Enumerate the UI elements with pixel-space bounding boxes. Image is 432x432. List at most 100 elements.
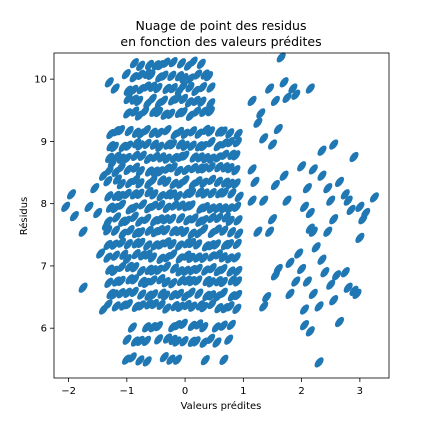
data-point [167,213,177,225]
data-point [116,178,126,190]
data-point [349,151,359,163]
data-point [349,285,359,296]
data-point [180,128,190,139]
data-point [169,263,180,274]
data-point [299,304,310,315]
chart-title-line-2: en fonction des valeurs prédites [120,34,321,49]
data-point [107,158,117,169]
data-point [129,57,139,69]
data-point [221,212,231,223]
data-point [187,275,197,287]
data-point [137,289,147,300]
data-point [143,153,154,164]
data-point [187,228,197,239]
data-point [156,299,166,310]
data-point [218,320,228,331]
data-point [214,302,224,314]
data-point [314,357,324,368]
data-point [122,334,132,345]
data-point [169,200,180,211]
data-point [226,319,236,331]
data-point [196,58,206,69]
data-point [162,303,172,314]
data-point [180,175,190,186]
data-point [199,177,209,188]
data-point [329,214,339,225]
y-axis-label: Résidus [18,197,30,236]
data-point [305,83,315,94]
data-point [193,275,203,286]
data-point [90,182,100,194]
data-point [123,298,133,310]
data-point [207,251,217,262]
data-point [214,212,224,224]
data-point [187,187,197,199]
data-point [200,69,210,80]
data-point [123,85,133,96]
data-point [206,277,216,288]
data-point [297,161,307,172]
data-point [187,140,197,151]
x-axis-label: Valeurs prédites [181,400,262,412]
data-point [78,226,88,237]
data-point [155,166,165,177]
data-point [130,150,141,162]
data-point [182,299,192,311]
x-tick-label: 1 [240,386,246,397]
data-point [175,301,185,313]
data-point [166,354,176,365]
data-point [161,214,171,225]
data-point [122,188,132,200]
data-point [178,106,188,118]
data-point [200,354,210,366]
data-point [136,300,146,311]
data-point [142,322,152,333]
data-point [232,201,242,212]
data-point [144,225,154,236]
data-point [150,151,161,163]
data-point [195,152,205,163]
data-point [340,189,350,200]
x-tick-label: −2 [61,386,76,397]
data-point [101,220,111,231]
data-point [142,68,153,79]
data-point [195,187,205,198]
data-point [262,291,272,303]
data-point [225,136,235,148]
data-point [135,216,145,227]
data-point [179,93,189,105]
x-tick-label: 2 [298,386,304,397]
data-point [148,175,158,186]
data-point [191,85,201,97]
data-point [225,128,235,139]
data-point [182,250,192,261]
data-point [199,140,209,152]
data-point [218,287,228,298]
data-point [155,225,165,236]
data-point [135,355,145,366]
data-point [123,238,133,250]
data-point [176,200,186,211]
data-point [299,319,310,331]
data-point [297,263,307,275]
data-point [136,265,146,277]
data-point [329,295,339,306]
data-point [161,57,171,68]
data-point [167,239,177,250]
data-point [118,228,128,239]
data-point [199,301,209,313]
data-point [180,140,190,151]
data-point [149,106,159,117]
data-point [168,56,178,68]
data-point [294,248,304,259]
data-point [308,288,318,300]
data-point [124,125,134,137]
data-point [332,270,342,281]
data-point [314,301,324,312]
data-point [161,290,171,301]
data-point [187,237,197,249]
data-point [285,257,295,268]
data-point [213,249,223,260]
data-point [212,224,222,235]
data-point [179,72,189,84]
